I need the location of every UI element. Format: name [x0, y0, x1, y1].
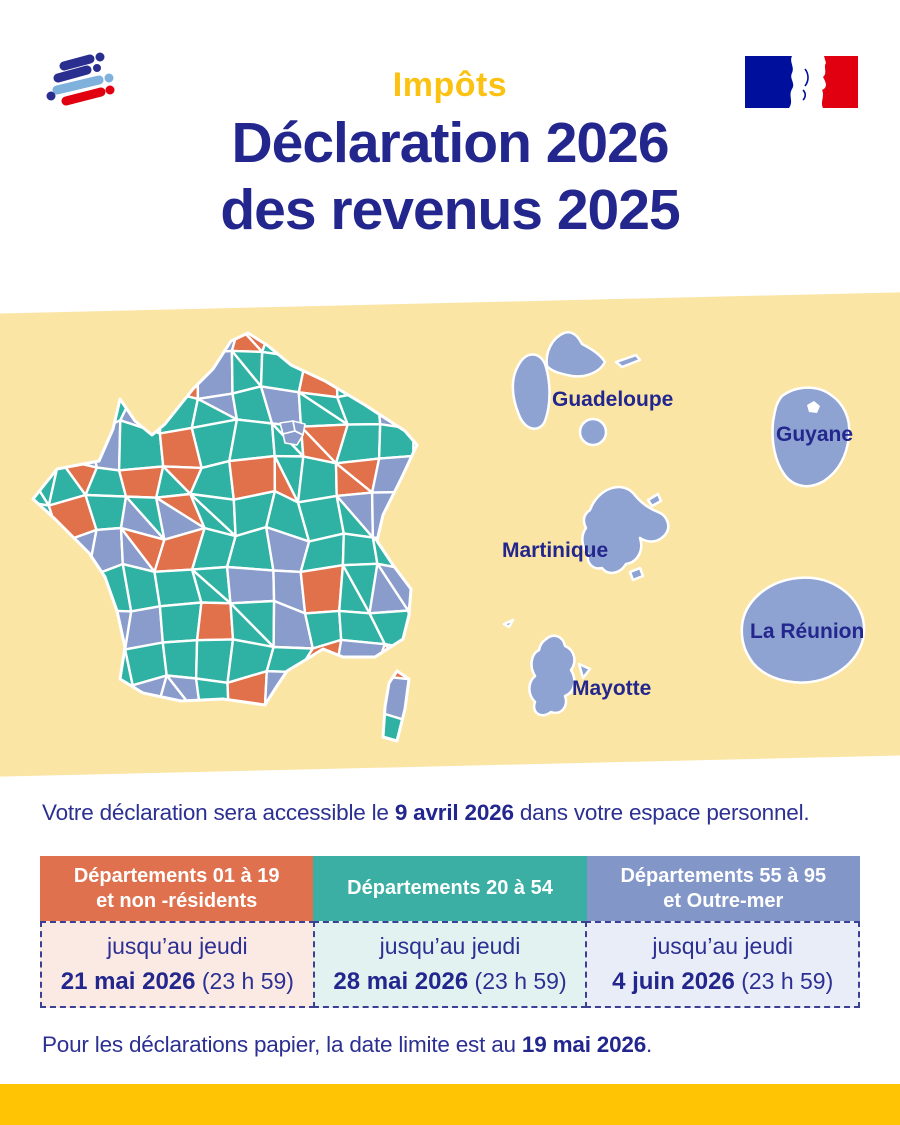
paper-suffix: .: [646, 1032, 653, 1057]
deadline-cell-55-95: jusqu’au jeudi 4 juin 2026 (23 h 59): [585, 921, 861, 1008]
availability-suffix: dans votre espace personnel.: [513, 800, 810, 825]
header-col3-line2: et Outre-mer: [663, 889, 784, 912]
deadline-time-1: (23 h 59): [195, 967, 294, 994]
header-col1-line2: et non -résidents: [96, 889, 258, 912]
title-line-1: Déclaration 2026: [231, 111, 669, 175]
header-col1-line1: Départements 01 à 19: [73, 865, 280, 888]
deadline-cell3-line1: jusqu’au jeudi: [652, 933, 794, 960]
poster-title: Déclaration 2026 des revenus 2025: [0, 110, 900, 245]
footer-yellow-bar: [0, 1084, 900, 1125]
availability-date: 9 avril 2026: [394, 800, 514, 825]
availability-prefix: Votre déclaration sera accessible le: [42, 800, 395, 825]
deadline-date-2: 28 mai 2026: [333, 967, 469, 995]
dgfip-logo-icon: [46, 52, 115, 106]
header-col2-line1: Départements 20 à 54: [347, 877, 553, 900]
header-col3-line1: Départements 55 à 95: [620, 865, 827, 888]
deadline-cell-20-54: jusqu’au jeudi 28 mai 2026 (23 h 59): [312, 921, 588, 1008]
paper-deadline-note: Pour les déclarations papier, la date li…: [42, 1032, 872, 1058]
deadline-cell3-line2: 4 juin 2026 (23 h 59): [612, 964, 833, 1000]
header-departements-20-54: Départements 20 à 54: [313, 856, 587, 921]
deadline-date-3: 4 juin 2026: [612, 967, 735, 995]
deadline-cell2-line2: 28 mai 2026 (23 h 59): [333, 964, 566, 1000]
paper-date: 19 mai 2026: [521, 1032, 647, 1057]
deadline-time-3: (23 h 59): [734, 967, 834, 994]
poster-kicker: Impôts: [392, 66, 508, 104]
map-band-background: [0, 291, 900, 778]
deadline-table-body-row: jusqu’au jeudi 21 mai 2026 (23 h 59) jus…: [40, 921, 861, 1008]
republique-francaise-logo-icon: [745, 56, 858, 108]
deadline-table-header-row: Départements 01 à 19 et non -résidents Dé…: [40, 856, 860, 921]
paper-prefix: Pour les déclarations papier, la date li…: [42, 1032, 522, 1057]
deadline-time-2: (23 h 59): [468, 967, 567, 994]
deadline-cell2-line1: jusqu’au jeudi: [379, 933, 521, 960]
header-departements-01-19: Départements 01 à 19 et non -résidents: [40, 856, 314, 921]
deadline-table: Départements 01 à 19 et non -résidents Dé…: [40, 856, 861, 1008]
deadline-cell1-line1: jusqu’au jeudi: [107, 933, 248, 960]
title-line-2: des revenus 2025: [220, 178, 680, 243]
deadline-date-1: 21 mai 2026: [60, 967, 196, 995]
availability-note: Votre déclaration sera accessible le 9 a…: [42, 800, 872, 826]
header-departements-55-95: Départements 55 à 95 et Outre-mer: [586, 856, 860, 921]
deadline-cell1-line2: 21 mai 2026 (23 h 59): [61, 964, 294, 1000]
deadline-cell-01-19: jusqu’au jeudi 21 mai 2026 (23 h 59): [40, 921, 315, 1008]
